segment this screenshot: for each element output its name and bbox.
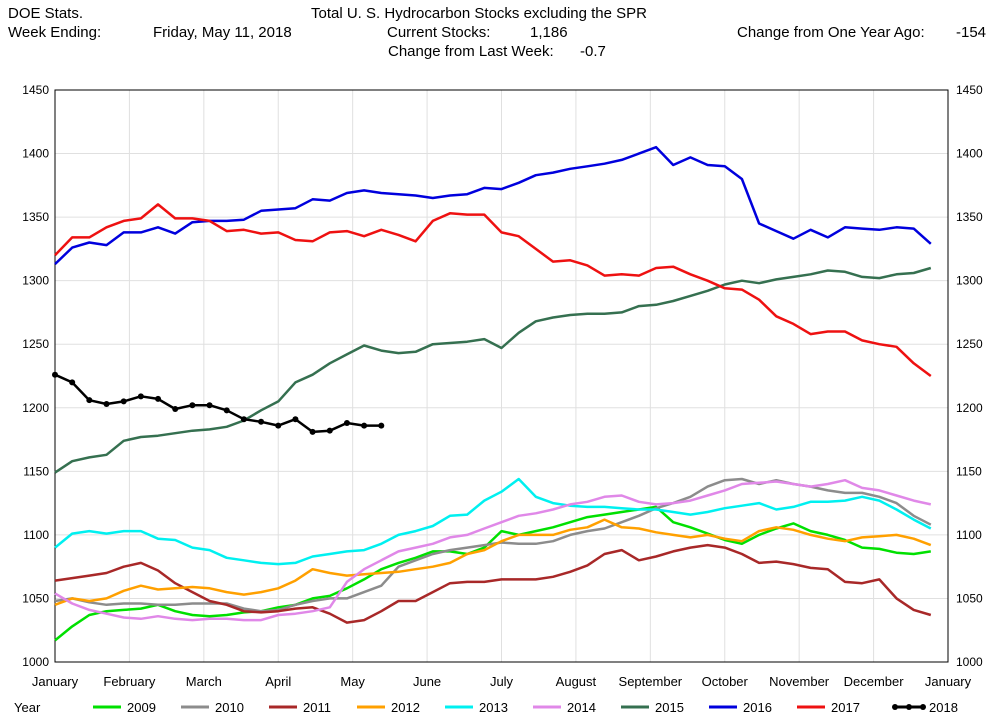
month-tick-label: April <box>265 674 291 689</box>
y-tick-label-left: 1150 <box>23 464 49 478</box>
legend-label-2018: 2018 <box>929 700 958 715</box>
series-line-2014 <box>54 478 932 622</box>
y-tick-label-right: 1200 <box>956 401 983 415</box>
current-stocks-value: 1,186 <box>530 24 568 41</box>
y-tick-label-left: 1250 <box>22 337 49 351</box>
grid-lines <box>54 89 949 663</box>
series-line-2012 <box>54 518 932 606</box>
month-tick-label: October <box>702 674 749 689</box>
yoy-change-value: -154 <box>956 24 987 41</box>
y-tick-label-left: 1400 <box>22 147 49 161</box>
data-point-2018 <box>137 393 144 400</box>
data-point-2018 <box>223 407 230 414</box>
legend-label-2013: 2013 <box>479 700 508 715</box>
legend-label-2014: 2014 <box>567 700 596 715</box>
data-point-2018 <box>275 422 282 429</box>
legend: Year 2009 2010 2011 2012 2013 2014 2015 2016 201… <box>14 700 958 715</box>
series-line-2015 <box>54 266 932 474</box>
y-tick-label-right: 1100 <box>956 528 982 542</box>
data-point-2018 <box>103 400 110 407</box>
source-label: DOE Stats. <box>8 5 84 22</box>
data-point-2018 <box>361 422 368 429</box>
month-tick-label: June <box>413 674 441 689</box>
y-tick-label-right: 1250 <box>956 337 983 351</box>
month-tick-label: January <box>32 674 79 689</box>
chart-title: Total U. S. Hydrocarbon Stocks excluding… <box>311 5 647 22</box>
data-point-2018 <box>206 402 213 409</box>
y-tick-label-right: 1050 <box>956 591 983 605</box>
month-tick-label: January <box>925 674 972 689</box>
legend-label-2016: 2016 <box>743 700 772 715</box>
data-point-2018 <box>292 416 299 423</box>
data-point-2018 <box>309 428 316 435</box>
data-point-2018 <box>343 420 350 427</box>
y-axis-left: 1000 1050 1100 1150 1200 1250 1300 1350 1400 1450 <box>22 83 49 669</box>
y-tick-label-right: 1450 <box>956 83 983 97</box>
y-tick-label-left: 1100 <box>23 528 49 542</box>
legend-marker-2018 <box>892 704 898 710</box>
y-tick-label-right: 1400 <box>956 147 983 161</box>
month-tick-label: May <box>340 674 365 689</box>
y-tick-label-right: 1000 <box>956 655 983 669</box>
legend-marker-2018 <box>906 704 912 710</box>
legend-label-2011: 2011 <box>303 700 331 715</box>
data-point-2018 <box>172 406 179 413</box>
legend-label-2015: 2015 <box>655 700 684 715</box>
month-tick-label: December <box>844 674 905 689</box>
y-tick-label-right: 1150 <box>956 464 982 478</box>
legend-label-2010: 2010 <box>215 700 244 715</box>
y-tick-label-left: 1450 <box>22 83 49 97</box>
month-tick-label: March <box>186 674 222 689</box>
wow-change-value: -0.7 <box>580 43 606 60</box>
y-tick-label-right: 1300 <box>956 274 983 288</box>
data-point-2018 <box>189 402 196 409</box>
month-tick-label: November <box>769 674 830 689</box>
month-tick-label: February <box>103 674 156 689</box>
y-tick-label-left: 1350 <box>22 210 49 224</box>
series-line-2011 <box>54 543 932 624</box>
y-tick-label-left: 1300 <box>22 274 49 288</box>
y-tick-label-left: 1000 <box>22 655 49 669</box>
current-stocks-label: Current Stocks: <box>387 24 491 41</box>
data-point-2018 <box>326 427 333 434</box>
legend-label-2017: 2017 <box>831 700 860 715</box>
y-axis-right: 1000 1050 1100 1150 1200 1250 1300 1350 1400 1450 <box>956 83 983 669</box>
month-tick-label: August <box>556 674 597 689</box>
data-point-2018 <box>378 422 385 429</box>
data-point-2018 <box>155 395 162 402</box>
data-point-2018 <box>240 416 247 423</box>
data-point-2018 <box>258 418 265 425</box>
y-tick-label-left: 1200 <box>22 401 49 415</box>
series-line-2013 <box>54 477 932 566</box>
series-line-2017 <box>54 203 932 378</box>
data-point-2018 <box>52 371 58 378</box>
legend-label-2012: 2012 <box>391 700 420 715</box>
wow-change-label: Change from Last Week: <box>388 43 554 60</box>
series-lines <box>52 145 932 642</box>
data-point-2018 <box>69 379 76 386</box>
yoy-change-label: Change from One Year Ago: <box>737 24 925 41</box>
legend-label-2009: 2009 <box>127 700 156 715</box>
week-ending-label: Week Ending: <box>8 24 102 41</box>
week-ending-date: Friday, May 11, 2018 <box>153 24 292 41</box>
month-tick-label: September <box>619 674 683 689</box>
legend-marker-2018 <box>920 704 926 710</box>
legend-title: Year <box>14 700 41 715</box>
data-point-2018 <box>120 398 127 405</box>
x-axis-months: January February March April May June July Augu… <box>32 674 972 689</box>
series-line-2009 <box>54 505 931 642</box>
y-tick-label-left: 1050 <box>22 591 49 605</box>
series-line-2016 <box>54 145 932 266</box>
month-tick-label: July <box>490 674 514 689</box>
y-tick-label-right: 1350 <box>956 210 983 224</box>
data-point-2018 <box>86 397 93 404</box>
